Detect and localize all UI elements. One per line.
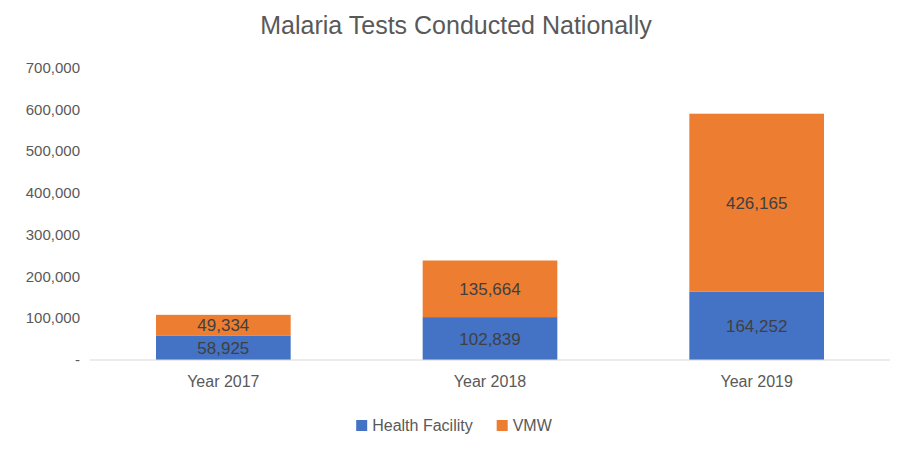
legend-label: VMW (513, 417, 553, 434)
x-tick-label: Year 2017 (187, 373, 259, 390)
legend: Health Facility VMW (356, 417, 552, 434)
y-tick-label: 600,000 (26, 101, 80, 118)
bars (156, 114, 824, 360)
title: Malaria Tests Conducted Nationally (260, 11, 652, 39)
y-tick-label: 200,000 (26, 268, 80, 285)
data-label: 49,334 (197, 316, 249, 335)
y-tick-label: 300,000 (26, 226, 80, 243)
legend-label: Health Facility (372, 417, 472, 434)
data-label: 164,252 (726, 317, 787, 336)
data-label: 135,664 (459, 280, 520, 299)
bar (156, 335, 291, 360)
y-tick-label: 100,000 (26, 309, 80, 326)
x-axis-line (90, 360, 890, 361)
x-tick-label: Year 2019 (720, 373, 792, 390)
y-tick-label: - (75, 351, 80, 368)
data-labels: 58,925 49,334 102,839 135,664 164,252 426,165 (197, 194, 787, 358)
chart: Malaria Tests Conducted Nationally - 100,0… (0, 0, 908, 454)
data-label: 58,925 (197, 339, 249, 358)
bar (423, 261, 558, 318)
legend-swatch (497, 420, 508, 431)
data-label: 426,165 (726, 194, 787, 213)
bar (156, 315, 291, 336)
bar (689, 291, 824, 360)
data-label: 102,839 (459, 330, 520, 349)
bar (423, 317, 558, 360)
legend-swatch (356, 420, 367, 431)
x-tick-label: Year 2018 (454, 373, 526, 390)
y-tick-label: 500,000 (26, 142, 80, 159)
y-tick-label: 400,000 (26, 184, 80, 201)
bar (689, 114, 824, 292)
y-tick-label: 700,000 (26, 59, 80, 76)
